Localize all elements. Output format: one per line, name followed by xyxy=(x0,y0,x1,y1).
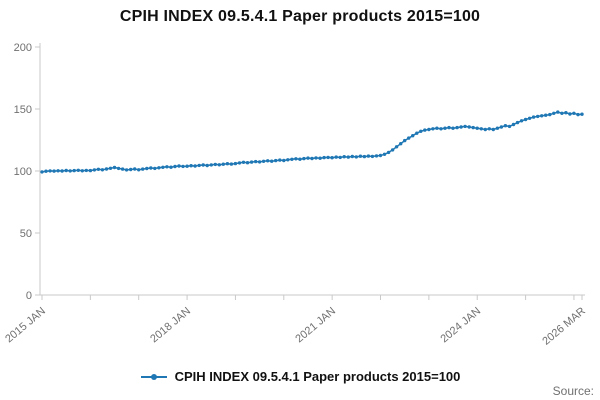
y-tick-label: 200 xyxy=(14,42,32,54)
legend-line-marker-icon xyxy=(140,373,167,380)
x-tick-label: 2015 JAN xyxy=(3,305,48,345)
legend: CPIH INDEX 09.5.4.1 Paper products 2015=… xyxy=(0,369,600,384)
data-series xyxy=(40,110,584,174)
x-tick-label: 2018 JAN xyxy=(148,305,193,345)
y-tick-label: 50 xyxy=(20,228,32,240)
axes: 0 50 100 150 200 2015 JAN 2018 JAN 2021 JAN 2024… xyxy=(3,42,588,348)
y-tick-label: 150 xyxy=(14,104,32,116)
legend-label: CPIH INDEX 09.5.4.1 Paper products 2015=… xyxy=(174,369,461,384)
chart-title: CPIH INDEX 09.5.4.1 Paper products 2015=… xyxy=(119,8,481,25)
y-tick-label: 0 xyxy=(26,290,32,302)
source-label: Source: xyxy=(552,384,594,398)
x-tick-label: 2024 JAN xyxy=(438,305,483,345)
x-tick-label: 2021 JAN xyxy=(293,305,338,345)
y-tick-label: 100 xyxy=(14,166,32,178)
x-tick-label: 2026 MAR xyxy=(540,305,588,348)
